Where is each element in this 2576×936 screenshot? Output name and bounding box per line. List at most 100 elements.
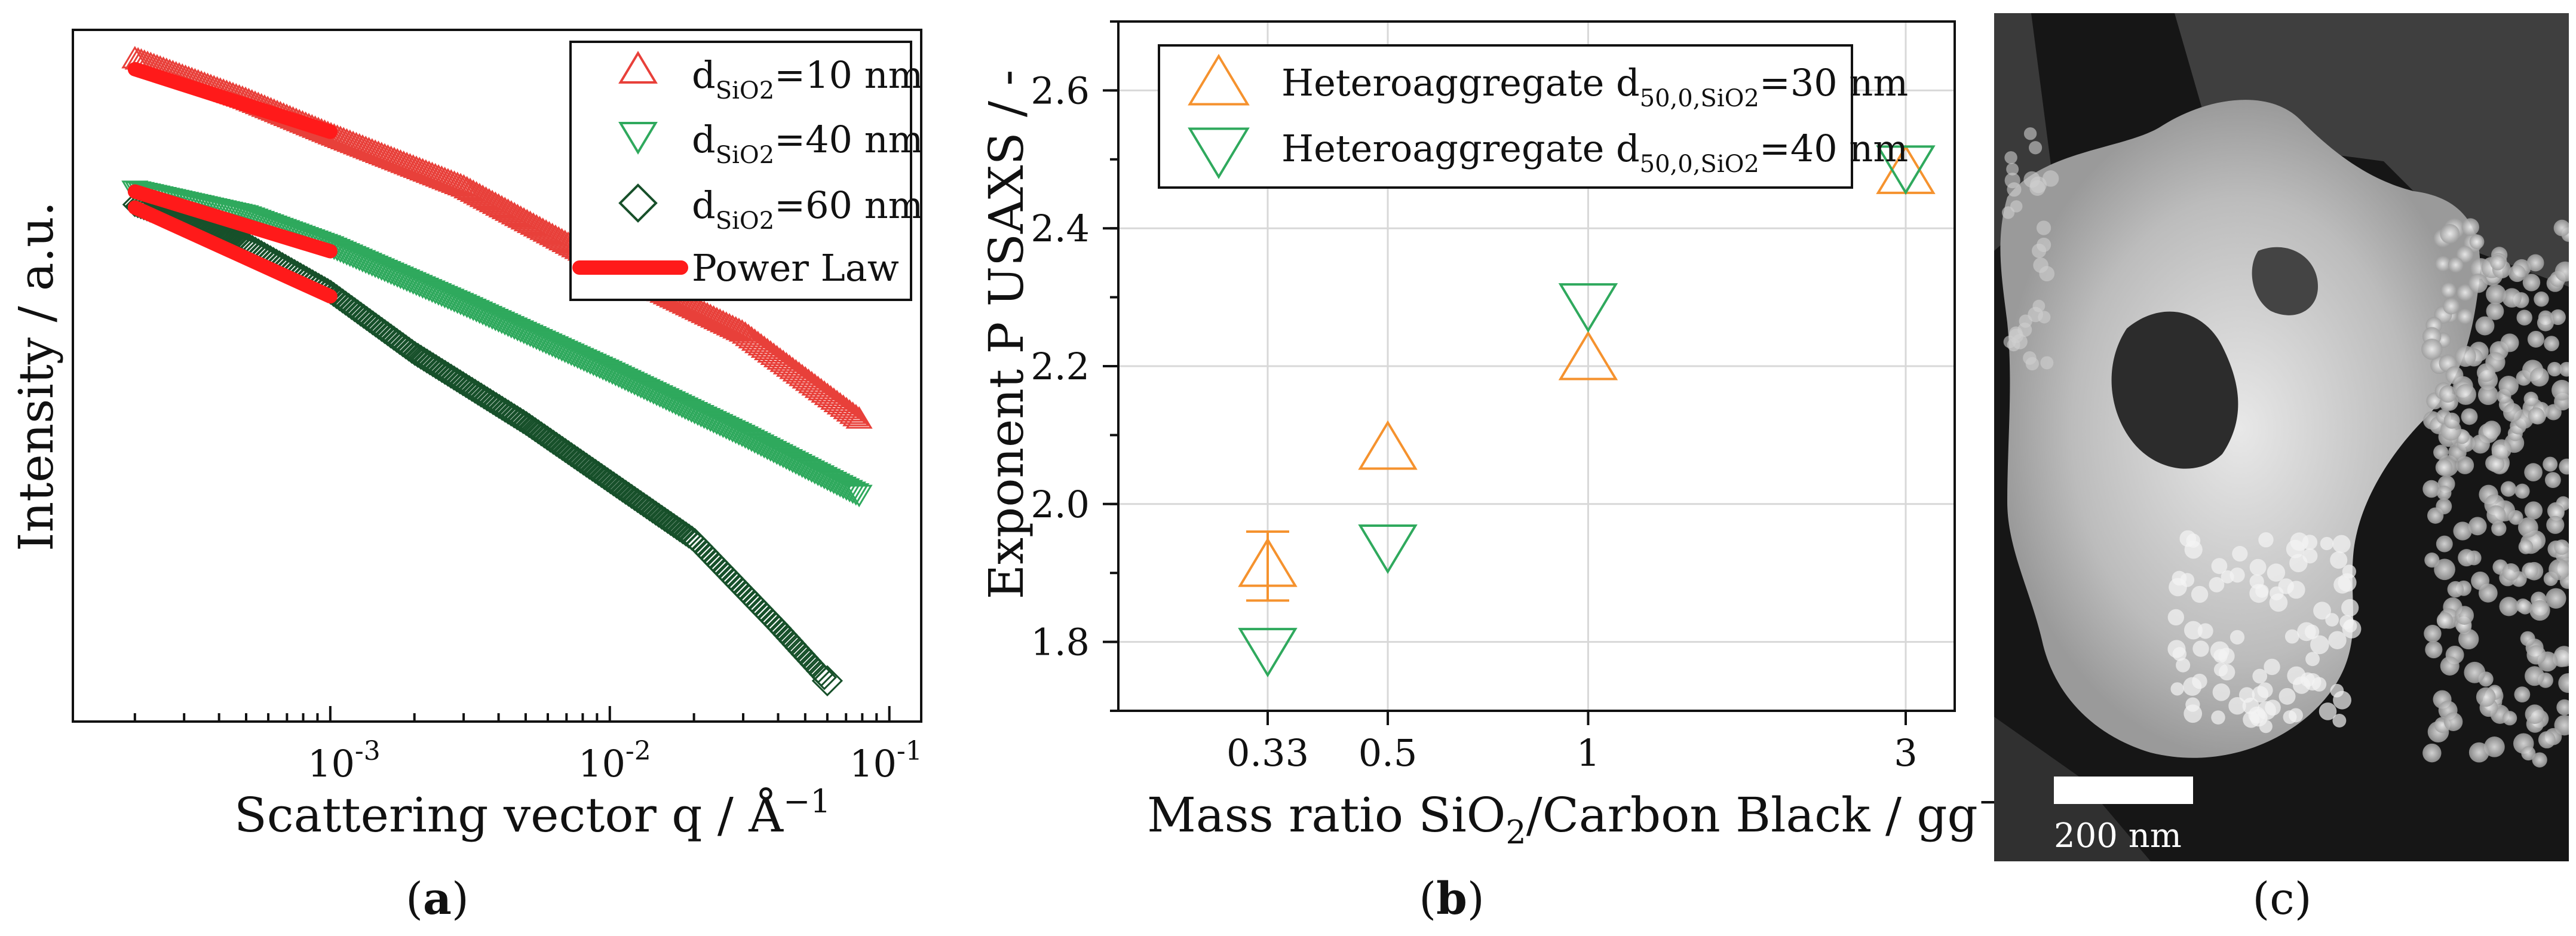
tem-particle xyxy=(2330,551,2348,569)
panel-b-legend-label-0: Heteroaggregate d50,0,SiO2=30 nm xyxy=(1281,61,1908,112)
tem-particle xyxy=(2267,563,2286,582)
tem-particle xyxy=(2302,548,2318,564)
tem-particle xyxy=(2421,338,2443,360)
tem-particle xyxy=(2508,265,2526,283)
tem-silica-particles xyxy=(2001,127,2569,768)
b-series-1 xyxy=(1238,145,1936,678)
panel-a-xtick-label-1: 10-2 xyxy=(578,736,651,785)
tem-particle xyxy=(2023,351,2037,365)
tem-particle xyxy=(2484,736,2505,757)
tem-particle xyxy=(2221,570,2234,584)
tem-particle xyxy=(2290,532,2309,551)
tem-particle xyxy=(2434,256,2451,272)
a-point xyxy=(744,330,772,354)
tem-particle xyxy=(2549,558,2569,581)
a-point xyxy=(814,382,841,406)
b-point xyxy=(1876,145,1936,195)
tem-particle xyxy=(2341,599,2359,617)
b-xtick-label-2: 1 xyxy=(1577,731,1600,775)
tem-particle xyxy=(2514,483,2530,499)
tem-particle xyxy=(2553,219,2569,237)
tem-particle xyxy=(2556,699,2569,716)
tem-particle xyxy=(2004,173,2020,189)
tem-particle xyxy=(2252,686,2269,703)
a-point xyxy=(842,403,870,426)
panel-c-label: (c) xyxy=(2252,873,2311,925)
tem-particle xyxy=(2228,696,2246,715)
b-point xyxy=(1358,420,1418,470)
a-point xyxy=(753,337,781,361)
tem-particle xyxy=(2436,498,2452,515)
b-point xyxy=(1358,524,1418,574)
tem-particle xyxy=(2435,459,2453,476)
tem-particle xyxy=(2528,407,2545,424)
tem-particle xyxy=(2490,255,2506,271)
a-point xyxy=(804,375,832,398)
a-point xyxy=(801,373,829,396)
a-point xyxy=(738,326,765,349)
tem-particle xyxy=(2464,661,2486,683)
tem-particle xyxy=(2211,558,2228,575)
tem-particle xyxy=(2469,234,2485,250)
tem-particle xyxy=(2544,472,2561,489)
tem-particle xyxy=(2433,444,2449,460)
tem-particle xyxy=(2436,535,2453,553)
tem-particle xyxy=(2538,731,2556,748)
tem-particle xyxy=(2167,609,2185,626)
panel-b-legend-markers xyxy=(1188,54,1250,179)
panel-a-label: (a) xyxy=(406,873,469,925)
tem-particle xyxy=(2526,645,2546,665)
b-ytick-label-4: 2.6 xyxy=(1031,69,1090,112)
tem-particle xyxy=(2425,640,2443,659)
tem-particle xyxy=(2546,515,2565,534)
tem-particle xyxy=(2300,672,2315,687)
a-power-law-line-2 xyxy=(127,200,338,304)
tem-particle xyxy=(2517,517,2538,538)
tem-particle xyxy=(2284,629,2299,644)
b-legend-marker-0 xyxy=(1188,54,1250,106)
tem-particle xyxy=(2455,606,2474,625)
a-point xyxy=(785,361,813,384)
tem-particle xyxy=(2439,385,2457,403)
panel-b-y-axis-label: Exponent P USAXS / - xyxy=(979,70,1034,600)
tem-particle xyxy=(2520,631,2535,646)
tem-particle xyxy=(2192,640,2209,657)
tem-particle xyxy=(2264,658,2280,676)
tem-particle xyxy=(2320,536,2334,551)
tem-particle xyxy=(2283,710,2297,724)
tem-particle xyxy=(2184,621,2203,640)
a-point xyxy=(798,370,826,394)
panel-a-legend-box xyxy=(569,41,912,301)
b-ytick-label-0: 1.8 xyxy=(1031,621,1090,664)
tem-particle xyxy=(2209,576,2225,593)
tem-particle xyxy=(2500,333,2519,352)
tem-particle xyxy=(2477,363,2496,382)
tem-particle xyxy=(2468,742,2489,763)
a-point xyxy=(836,399,863,422)
tem-particle xyxy=(2297,622,2316,642)
panel-b-data-layer xyxy=(1238,144,1936,678)
b-xtick-label-1: 0.5 xyxy=(1358,731,1418,775)
a-point xyxy=(795,368,822,391)
tem-particle xyxy=(2532,752,2547,768)
tem-particle xyxy=(2503,403,2522,422)
a-point xyxy=(757,340,784,363)
a-legend-marker-1 xyxy=(618,122,658,155)
a-point xyxy=(792,366,819,389)
a-point xyxy=(817,385,845,408)
tem-particle xyxy=(2319,702,2337,720)
tem-particle xyxy=(2243,711,2260,728)
a-point xyxy=(833,397,860,419)
tem-particle xyxy=(2287,581,2305,599)
a-point xyxy=(763,345,791,367)
b-legend-marker-1 xyxy=(1188,127,1250,179)
tem-particle xyxy=(2529,367,2549,387)
tem-particle xyxy=(2500,481,2516,497)
tem-particle xyxy=(2486,302,2504,320)
tem-particle xyxy=(2525,704,2545,724)
a-point xyxy=(829,394,857,417)
panel-a-scattering-chart: 10-3 10-2 10-1 Scattering vector q / Å−1… xyxy=(8,29,923,925)
tem-particle xyxy=(2447,581,2464,598)
tem-particle xyxy=(2491,521,2507,536)
tem-particle xyxy=(2526,254,2544,272)
